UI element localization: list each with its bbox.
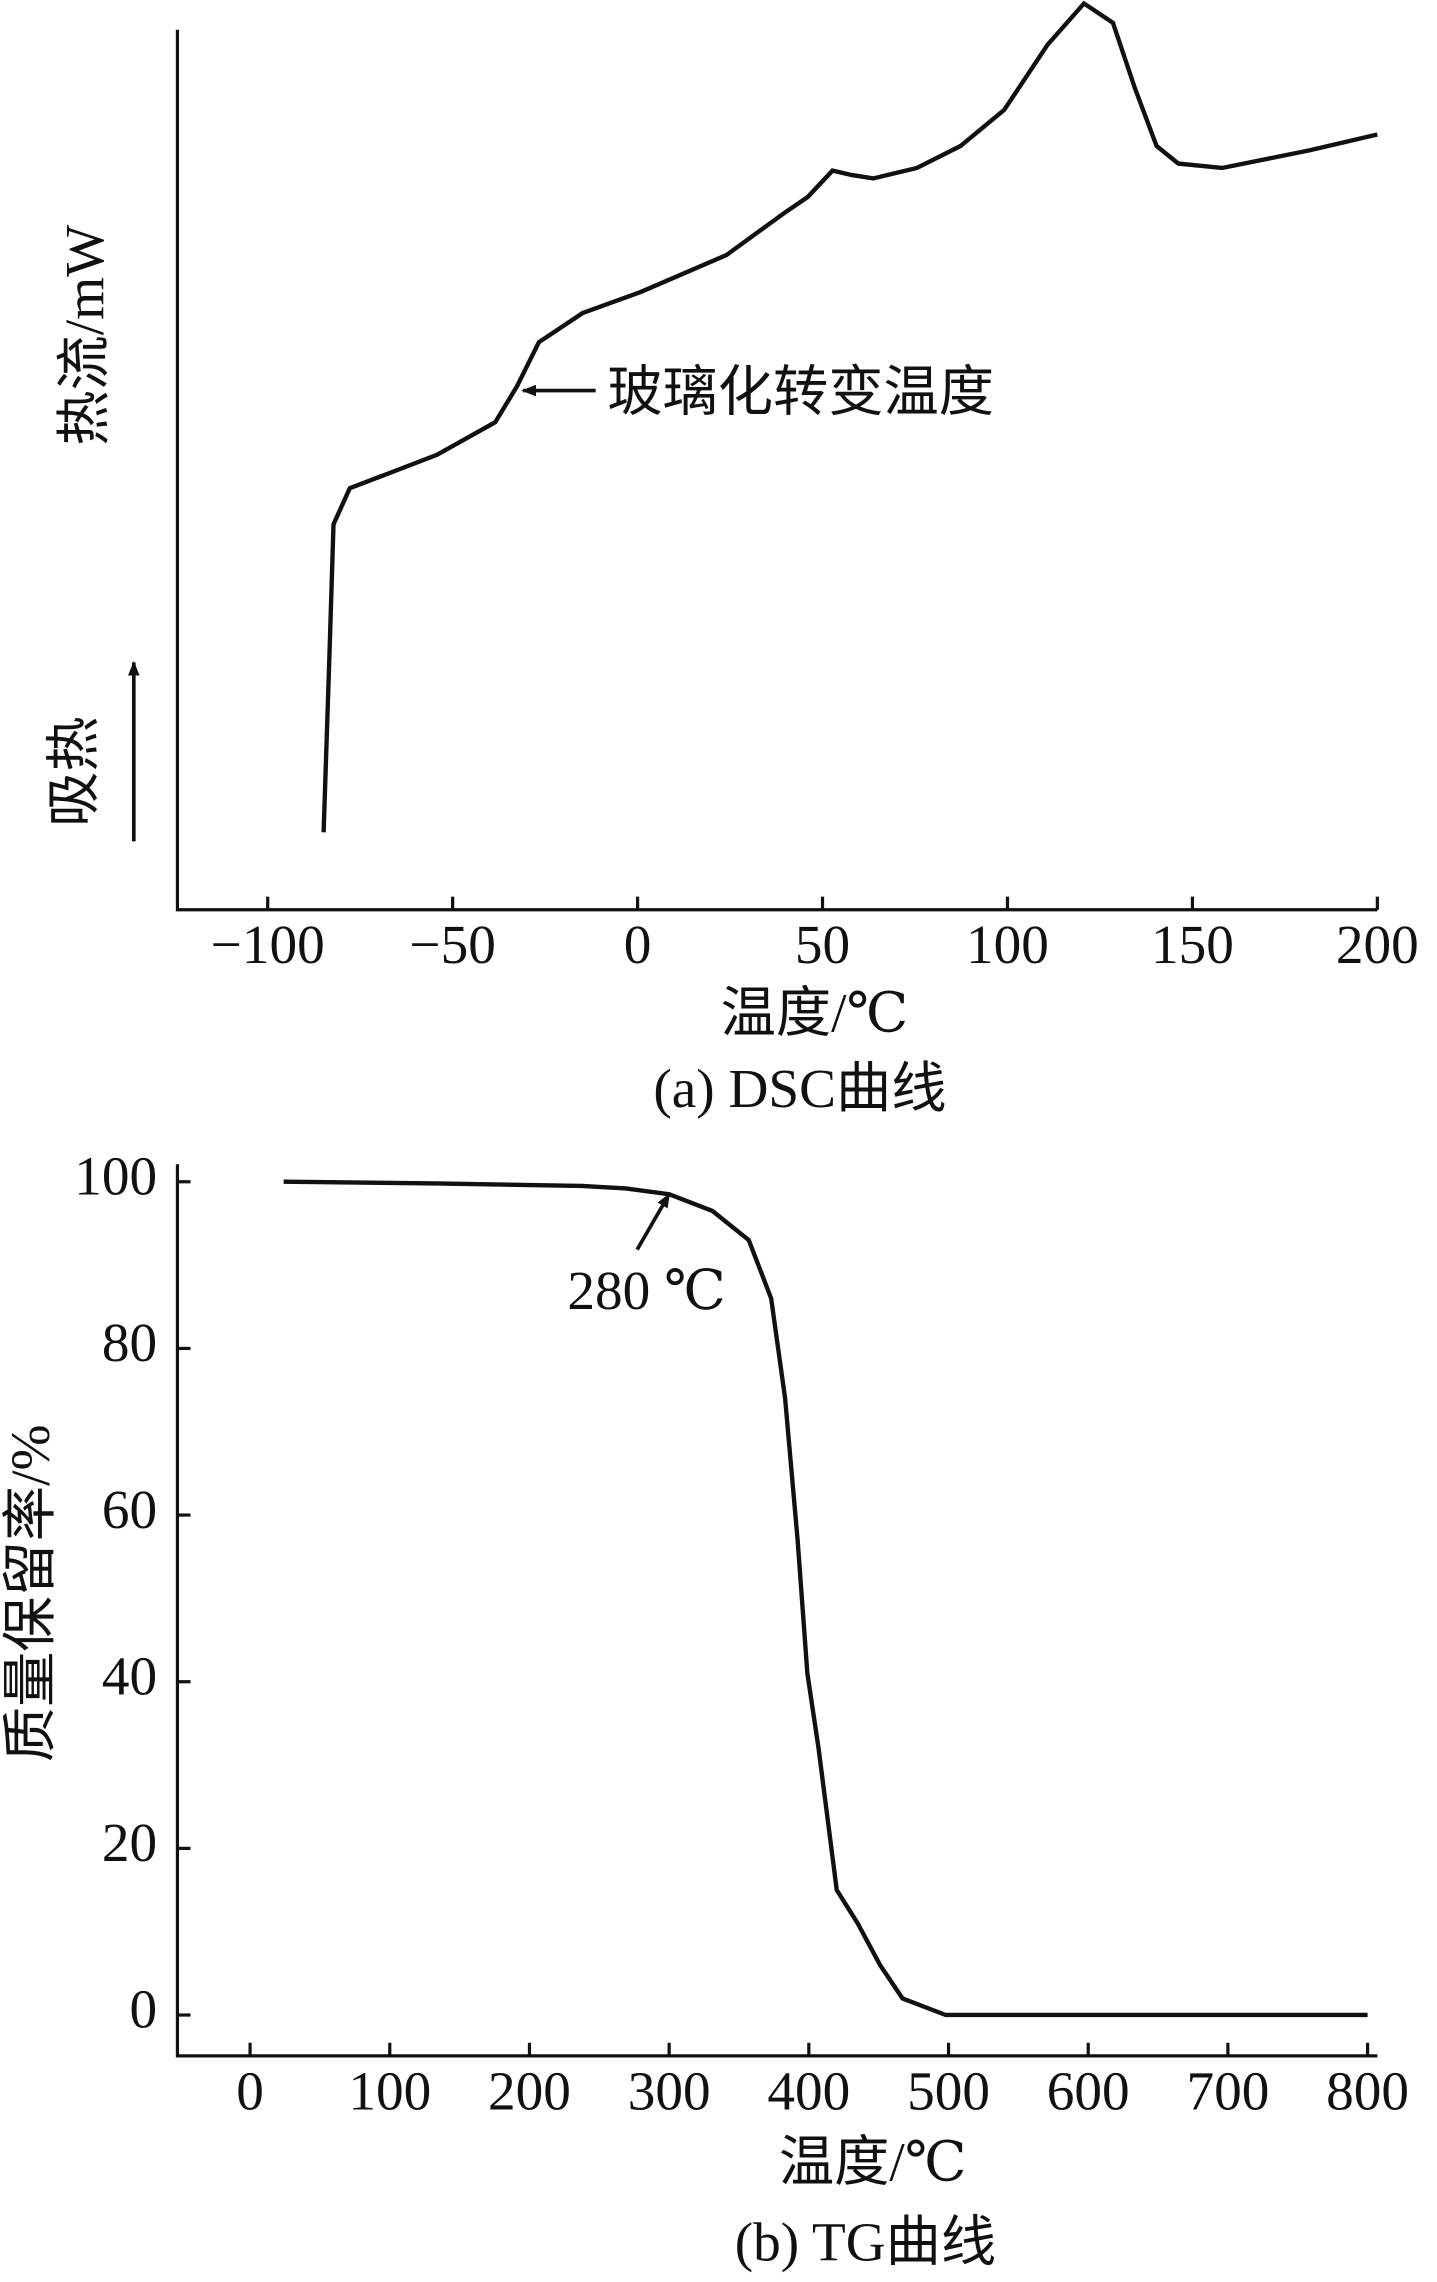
axes [175, 1164, 1378, 2058]
x-tick-label: 700 [1186, 2060, 1269, 2121]
x-tick-label: 500 [907, 2060, 990, 2121]
x-tick-label: −50 [409, 914, 495, 975]
data-line [283, 1179, 1368, 2018]
y-tick-label: 80 [102, 1312, 157, 1373]
x-tick-label: 0 [236, 2060, 264, 2121]
data-line [321, 0, 1378, 833]
y-tick-label: 40 [102, 1645, 157, 1706]
x-tick-label: 200 [488, 2060, 571, 2121]
x-tick-label: 400 [767, 2060, 850, 2121]
annotation-arrow [635, 1193, 671, 1251]
direction-label: 吸热 [44, 716, 105, 827]
chart-caption: (a) DSC曲线 [653, 1058, 946, 1119]
x-tick-label: 0 [624, 914, 652, 975]
x-tick-label: 50 [795, 914, 850, 975]
x-tick-label: 100 [348, 2060, 431, 2121]
y-axis-label: 热流/mW [54, 224, 115, 446]
x-tick-label: 600 [1047, 2060, 1130, 2121]
x-tick-label: 800 [1326, 2060, 1409, 2121]
x-tick-label: −100 [211, 914, 325, 975]
y-tick-label: 20 [102, 1812, 157, 1873]
chart-caption: (b) TG曲线 [735, 2212, 996, 2273]
y-tick-label: 60 [102, 1479, 157, 1540]
y-axis-label: 质量保留率/% [0, 1425, 61, 1763]
x-axis-label: 温度/℃ [779, 2132, 967, 2193]
x-axis-label: 温度/℃ [721, 983, 909, 1044]
y-tick-label: 0 [129, 1979, 157, 2040]
x-tick-label: 100 [966, 914, 1049, 975]
annotation: 玻璃化转变温度 [607, 362, 994, 423]
axes [175, 29, 1378, 912]
x-tick-label: 150 [1151, 914, 1234, 975]
y-tick-label: 100 [74, 1145, 157, 1206]
x-tick-label: 300 [628, 2060, 711, 2121]
annotation: 280 ℃ [567, 1260, 726, 1321]
x-tick-label: 200 [1336, 914, 1419, 975]
